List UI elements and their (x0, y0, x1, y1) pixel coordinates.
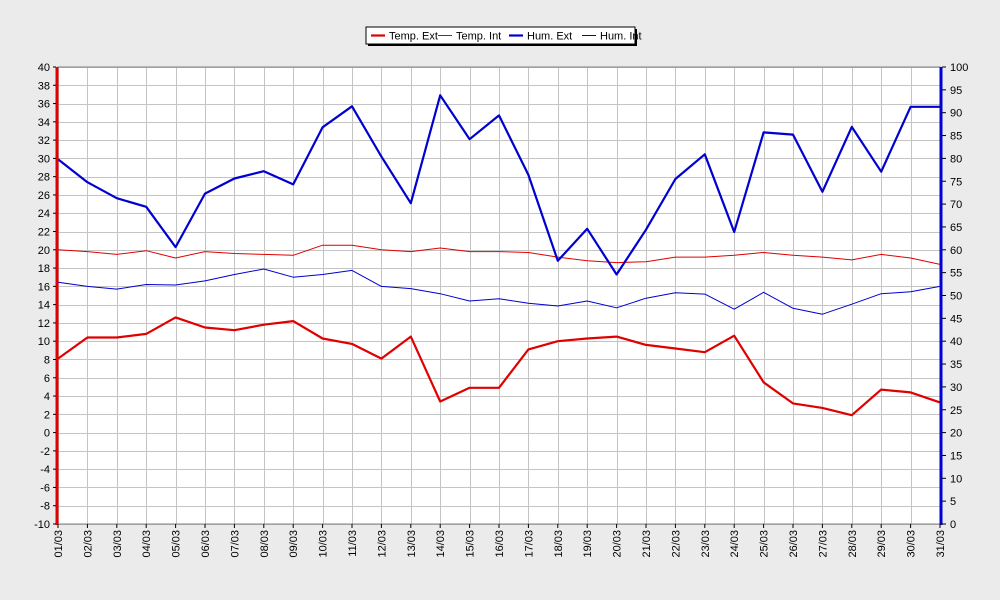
y-right-tick-label: 55 (950, 268, 962, 280)
x-tick-label: 29/03 (876, 530, 888, 558)
x-tick-label: 12/03 (376, 530, 388, 558)
y-left-tick-label: 14 (38, 300, 50, 312)
y-left-tick-label: 12 (38, 318, 50, 330)
x-tick-label: 24/03 (729, 530, 741, 558)
y-right-tick-label: 15 (950, 450, 962, 462)
y-right-tick-label: 60 (950, 245, 962, 257)
y-left-tick-label: 34 (38, 117, 50, 129)
y-left-tick-label: 22 (38, 227, 50, 239)
x-tick-label: 15/03 (465, 530, 477, 558)
series-layer (57, 94, 941, 417)
x-tick-label: 18/03 (553, 530, 565, 558)
y-right-tick-label: 5 (950, 496, 956, 508)
y-right-tick-label: 10 (950, 473, 962, 485)
x-tick-label: 27/03 (817, 530, 829, 558)
x-tick-label: 09/03 (288, 530, 300, 558)
y-left-tick-label: -8 (40, 501, 50, 513)
x-tick-label: 14/03 (435, 530, 447, 558)
x-tick-label: 26/03 (788, 530, 800, 558)
x-tick-label: 28/03 (847, 530, 859, 558)
y-left-tick-label: 36 (38, 99, 50, 111)
y-right-tick-label: 35 (950, 359, 962, 371)
grid (58, 67, 941, 525)
y-left-tick-label: -4 (40, 464, 50, 476)
y-right-tick-label: 30 (950, 382, 962, 394)
y-left-tick-label: 0 (44, 428, 50, 440)
y-left-tick-label: 18 (38, 263, 50, 275)
x-tick-label: 10/03 (318, 530, 330, 558)
y-left-ticks: -10-8-6-4-202468101214161820222426283032… (34, 62, 56, 531)
x-tick-label: 07/03 (229, 530, 241, 558)
y-left-tick-label: 32 (38, 135, 50, 147)
series-line-1 (57, 244, 941, 265)
y-left-tick-label: -6 (40, 482, 50, 494)
y-left-tick-label: 30 (38, 153, 50, 165)
x-tick-label: 06/03 (200, 530, 212, 558)
y-right-tick-label: 85 (950, 131, 962, 143)
y-left-tick-label: 40 (38, 62, 50, 74)
y-right-tick-label: 50 (950, 291, 962, 303)
x-tick-label: 04/03 (141, 530, 153, 558)
y-left-tick-label: 16 (38, 281, 50, 293)
x-tick-label: 11/03 (347, 530, 359, 557)
legend: Temp. Ext Temp. Int Hum. Ext Hum. Int (365, 26, 642, 46)
x-tick-label: 31/03 (935, 530, 947, 558)
x-tick-label: 17/03 (523, 530, 535, 558)
y-right-tick-label: 0 (950, 519, 956, 531)
legend-box (365, 26, 636, 45)
y-right-tick-label: 80 (950, 153, 962, 165)
y-left-tick-label: 20 (38, 245, 50, 257)
y-right-tick-label: 90 (950, 108, 962, 120)
x-tick-label: 08/03 (259, 530, 271, 558)
y-left-tick-label: 4 (44, 391, 50, 403)
y-left-tick-label: -10 (34, 519, 50, 531)
y-right-tick-label: 100 (950, 62, 968, 74)
y-right-tick-label: 95 (950, 85, 962, 97)
y-right-tick-label: 25 (950, 405, 962, 417)
y-right-tick-label: 75 (950, 176, 962, 188)
legend-label-3: Hum. Int (600, 31, 642, 43)
x-tick-label: 05/03 (171, 530, 183, 558)
y-right-tick-label: 65 (950, 222, 962, 234)
x-tick-label: 23/03 (700, 530, 712, 558)
x-tick-label: 20/03 (612, 530, 624, 558)
y-right-tick-label: 40 (950, 336, 962, 348)
x-tick-label: 03/03 (112, 530, 124, 558)
y-left-tick-label: 6 (44, 373, 50, 385)
x-tick-label: 19/03 (582, 530, 594, 558)
series-line-2 (57, 94, 940, 276)
legend-label-1: Temp. Int (456, 31, 501, 43)
y-right-ticks: 0 5 10 15 20 25 30 35 40 45 50 55 60 65 70 75 80 85 90 95 10… (942, 62, 968, 531)
y-left-tick-label: 2 (44, 409, 50, 421)
y-right-tick-label: 45 (950, 313, 962, 325)
legend-label-0: Temp. Ext (389, 31, 438, 43)
y-right-tick-label: 70 (950, 199, 962, 211)
y-left-tick-label: 10 (38, 336, 50, 348)
x-tick-label: 02/03 (82, 530, 94, 558)
legend-label-2: Hum. Ext (527, 31, 572, 43)
y-left-tick-label: 8 (44, 354, 50, 366)
x-tick-label: 22/03 (670, 530, 682, 558)
x-tick-label: 25/03 (759, 530, 771, 558)
y-left-tick-label: 24 (38, 208, 50, 220)
x-tick-label: 16/03 (494, 530, 506, 558)
y-left-tick-label: 28 (38, 172, 50, 184)
series-line-3 (57, 268, 941, 315)
series-line-0 (57, 316, 941, 417)
y-left-tick-label: 38 (38, 80, 50, 92)
x-tick-label: 21/03 (641, 530, 653, 558)
y-right-tick-label: 20 (950, 428, 962, 440)
x-tick-label: 30/03 (906, 530, 918, 558)
y-left-tick-label: 26 (38, 190, 50, 202)
x-tick-label: 01/03 (53, 530, 65, 558)
x-tick-label: 13/03 (406, 530, 418, 558)
x-ticks: 01/03 02/03 03/03 04/03 05/03 06/03 07/03 08/03… (53, 524, 947, 558)
y-left-tick-label: -2 (40, 446, 50, 458)
